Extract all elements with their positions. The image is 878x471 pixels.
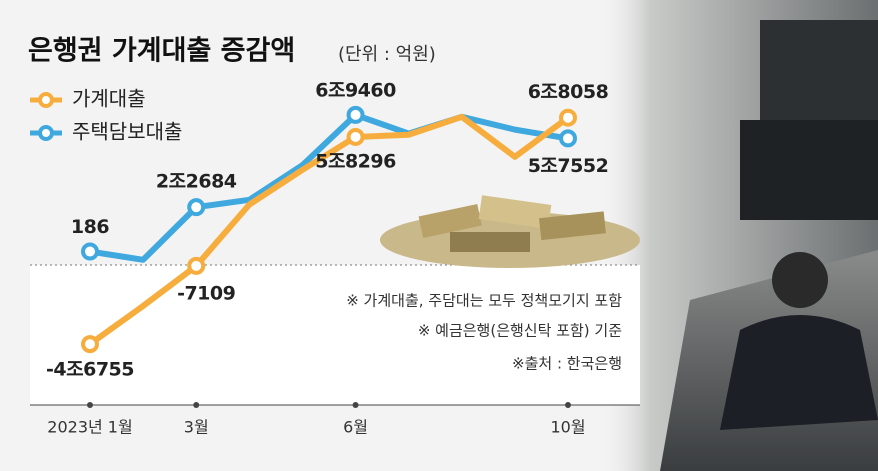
note: ※ 가계대출, 주담대는 모두 정책모기지 포함 [346,292,622,310]
x-tick [565,402,571,408]
point-marker [559,108,577,127]
teller-head [772,252,828,308]
point-marker [81,335,99,354]
x-tick-label: 2023년 1월 [47,418,132,437]
data-label: 2조2684 [156,171,237,193]
x-tick-label: 6월 [343,418,368,437]
chart-title: 은행권 가계대출 증감액 [28,36,295,67]
note: ※ 예금은행(은행신탁 포함) 기준 [418,322,622,340]
point-marker [187,256,206,275]
point-marker [346,127,365,146]
series-line [89,111,569,263]
legend-marker [38,125,54,141]
legend-label: 주택담보대출 [72,120,182,144]
legend-marker [38,92,54,108]
lower-panel [30,265,640,405]
chart-subtitle: (단위 : 억원) [338,44,436,65]
data-label: -7109 [177,282,235,304]
data-label: -4조6755 [46,359,134,381]
counter-display [740,120,878,220]
data-label: 6조9460 [315,79,396,101]
note: ※출처 : 한국은행 [512,355,622,373]
point-marker [81,242,99,261]
point-marker [346,105,365,124]
teller-body [720,315,878,430]
series-line [88,113,570,347]
x-tick-label: 3월 [184,418,209,437]
data-label: 186 [71,216,109,238]
legend-label: 가계대출 [72,87,146,111]
point-marker [559,129,577,148]
money-pile [380,195,640,268]
data-label: 5조8296 [315,150,396,172]
data-label: 5조7552 [528,155,609,177]
data-label: 6조8058 [528,81,609,103]
x-tick [87,402,93,408]
x-tick [352,402,359,408]
point-marker [187,198,206,217]
x-tick-label: 10월 [550,418,585,437]
sign-board [760,20,878,130]
x-tick [193,402,200,408]
